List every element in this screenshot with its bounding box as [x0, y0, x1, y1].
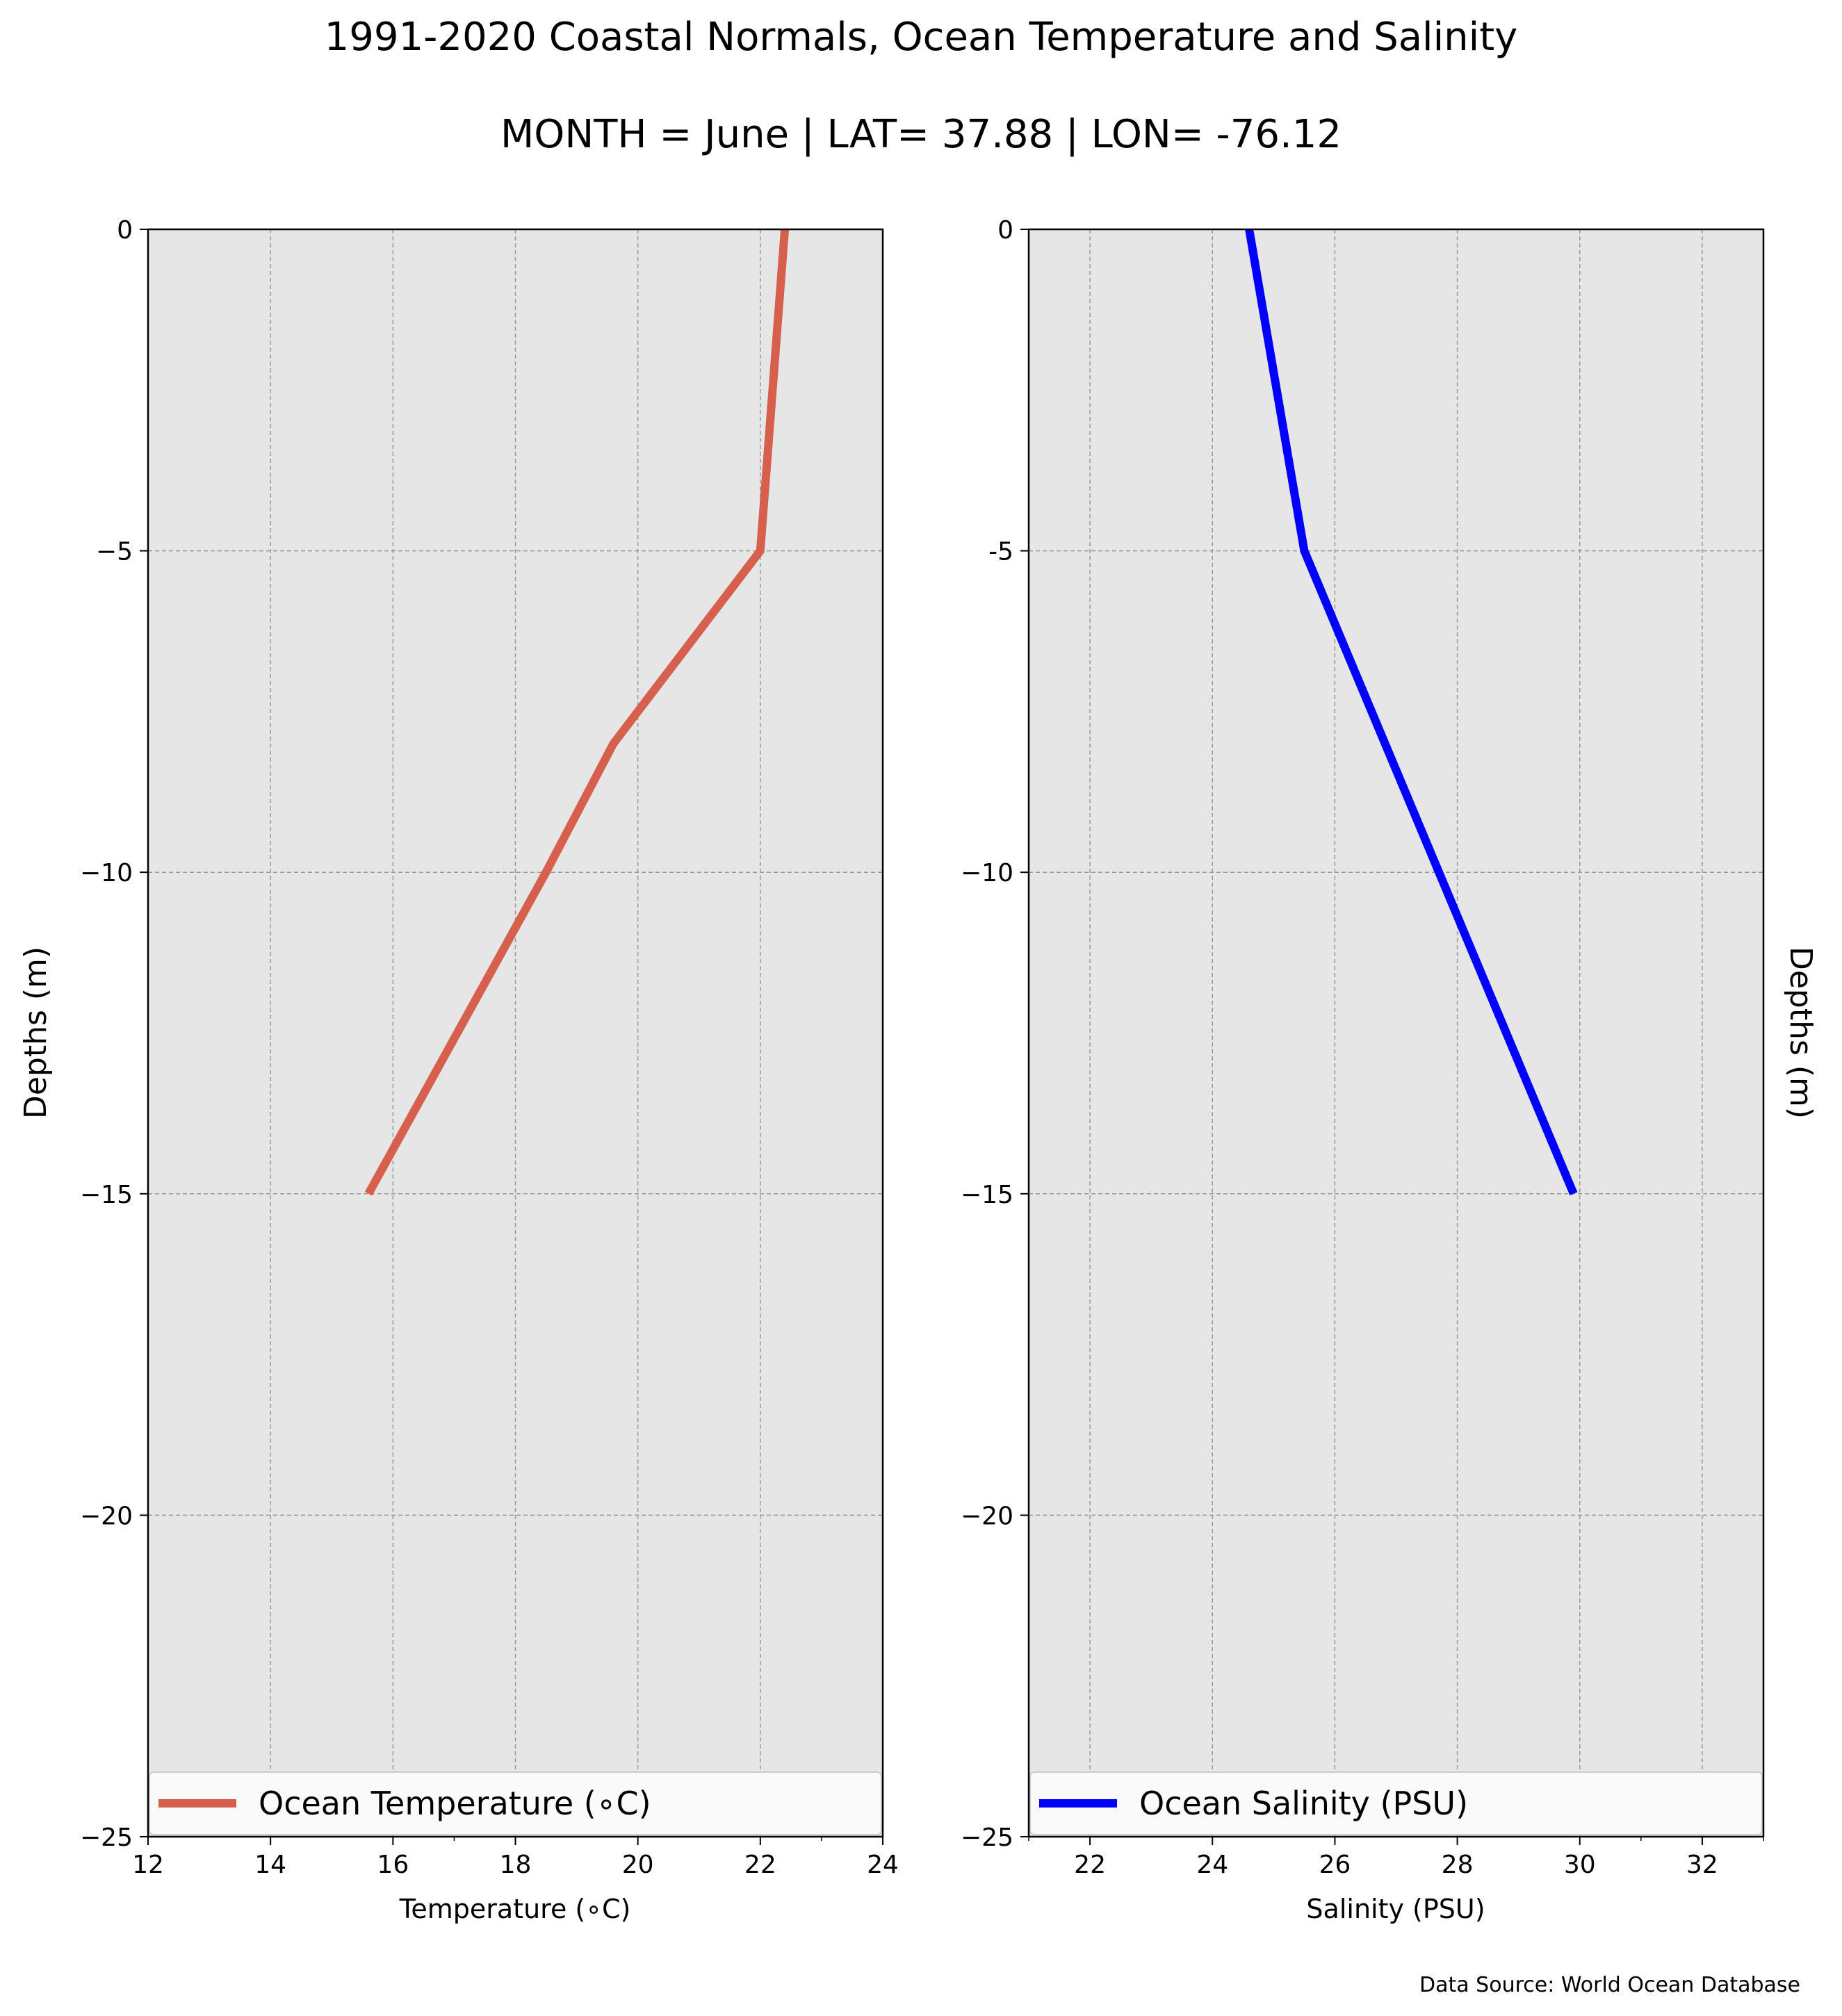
legend-box-salinity — [1029, 1771, 1763, 1835]
x-tick-label-salinity: 28 — [1442, 1851, 1474, 1879]
y-axis-label-temperature: Depths (m) — [18, 946, 54, 1119]
y-tick-label-salinity: −25 — [961, 1824, 1013, 1852]
panel-temperature: Ocean Temperature (∘C) 12 14 16 18 20 22 24 0 −… — [18, 216, 899, 1924]
y-tick-label-salinity: 0 — [997, 216, 1013, 245]
x-tick-label-temperature: 22 — [744, 1851, 776, 1879]
y-tick-label-temperature: −15 — [80, 1181, 133, 1209]
series-line-temperature — [364, 229, 790, 1196]
y-tick-label-salinity: −15 — [961, 1181, 1013, 1209]
y-axis-label-salinity: Depths (m) — [1783, 946, 1818, 1119]
y-tick-label-temperature: −5 — [96, 538, 133, 566]
x-ticks-temperature: 12 14 16 18 20 22 24 — [132, 1837, 899, 1879]
y-ticks-temperature: 0 −5 −10 −15 −20 −25 — [80, 216, 148, 1852]
series-salinity — [1245, 228, 1578, 1196]
panel-salinity: Ocean Salinity (PSU) 22 24 26 28 30 32 0 -5 −10… — [961, 216, 1818, 1924]
series-line-salinity — [1245, 228, 1578, 1196]
x-tick-label-salinity: 30 — [1564, 1851, 1596, 1879]
chart-title: 1991-2020 Coastal Normals, Ocean Tempera… — [325, 15, 1518, 60]
y-tick-label-temperature: −25 — [80, 1824, 133, 1852]
x-tick-label-temperature: 16 — [377, 1851, 409, 1879]
plot-area-temperature — [148, 229, 883, 1837]
x-tick-label-temperature: 18 — [500, 1851, 532, 1879]
y-tick-label-salinity: −10 — [961, 859, 1013, 887]
legend-box-temperature — [149, 1771, 882, 1835]
grid-salinity — [1029, 229, 1763, 1837]
x-tick-label-temperature: 20 — [622, 1851, 654, 1879]
x-axis-label-temperature: Temperature (∘C) — [399, 1894, 631, 1924]
legend-salinity: Ocean Salinity (PSU) — [1029, 1771, 1763, 1835]
x-tick-label-salinity: 24 — [1196, 1851, 1228, 1879]
x-tick-label-salinity: 26 — [1319, 1851, 1351, 1879]
x-axis-label-salinity: Salinity (PSU) — [1306, 1894, 1485, 1924]
y-tick-label-temperature: 0 — [117, 216, 133, 245]
y-tick-label-salinity: −20 — [961, 1502, 1013, 1530]
x-tick-label-temperature: 14 — [254, 1851, 286, 1879]
x-ticks-salinity: 22 24 26 28 30 32 — [1028, 1837, 1764, 1879]
y-tick-label-temperature: −20 — [80, 1502, 133, 1530]
y-tick-label-temperature: −10 — [80, 859, 133, 887]
y-ticks-salinity: 0 -5 −10 −15 −20 −25 — [961, 216, 1029, 1852]
y-tick-label-salinity: -5 — [988, 538, 1013, 566]
chart-subtitle: MONTH = June | LAT= 37.88 | LON= -76.12 — [500, 112, 1342, 157]
plot-area-salinity — [1029, 229, 1763, 1837]
x-tick-label-salinity: 32 — [1686, 1851, 1718, 1879]
x-tick-label-temperature: 12 — [132, 1851, 164, 1879]
series-temperature — [364, 229, 790, 1196]
legend-label-salinity: Ocean Salinity (PSU) — [1139, 1785, 1468, 1822]
x-tick-label-salinity: 22 — [1074, 1851, 1106, 1879]
legend-temperature: Ocean Temperature (∘C) — [149, 1771, 882, 1835]
plot-frame-salinity — [1027, 228, 1765, 1838]
x-tick-label-temperature: 24 — [867, 1851, 899, 1879]
data-source-note: Data Source: World Ocean Database — [1419, 1973, 1800, 1997]
legend-label-temperature: Ocean Temperature (∘C) — [259, 1785, 651, 1822]
